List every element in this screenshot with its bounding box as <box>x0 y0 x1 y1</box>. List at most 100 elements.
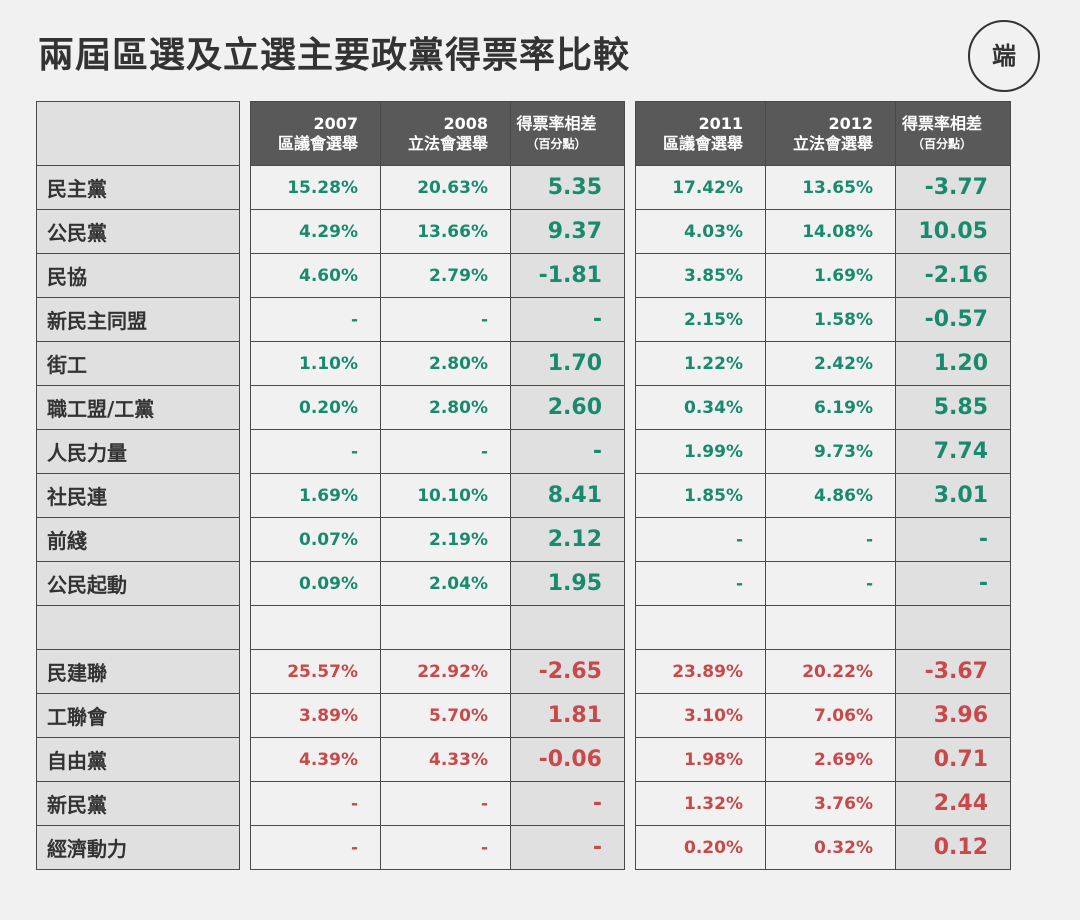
party-name: 前綫 <box>36 517 240 562</box>
table-row: 民協 4.60% 2.79% -1.81 3.85% 1.69% -2.16 <box>36 253 1011 298</box>
column-separator <box>239 385 251 430</box>
diff-cell: -3.67 <box>895 649 1011 694</box>
party-name: 街工 <box>36 341 240 386</box>
party-name: 公民起動 <box>36 561 240 606</box>
header-year: 2008 <box>443 113 488 133</box>
vote-share-cell: 2.19% <box>380 517 511 562</box>
diff-cell: 0.71 <box>895 737 1011 782</box>
diff-cell: 1.20 <box>895 341 1011 386</box>
column-separator <box>624 429 636 474</box>
table-row: 工聯會 3.89% 5.70% 1.81 3.10% 7.06% 3.96 <box>36 693 1011 738</box>
vote-share-cell: 1.10% <box>250 341 381 386</box>
column-separator <box>239 649 251 694</box>
header-label: 區議會選舉 <box>662 133 743 153</box>
column-separator <box>239 253 251 298</box>
logo: 端 <box>968 20 1040 92</box>
vote-share-cell: 4.29% <box>250 209 381 254</box>
diff-cell: - <box>895 517 1011 562</box>
diff-cell: 2.60 <box>510 385 625 430</box>
diff-cell: 3.96 <box>895 693 1011 738</box>
vote-share-cell: 0.32% <box>765 825 896 870</box>
header-year: 得票率相差 <box>516 113 597 133</box>
vote-share-cell: 2.79% <box>380 253 511 298</box>
diff-cell: - <box>895 561 1011 606</box>
column-separator <box>624 473 636 518</box>
table-row: 社民連 1.69% 10.10% 8.41 1.85% 4.86% 3.01 <box>36 473 1011 518</box>
vote-share-cell: - <box>250 825 381 870</box>
column-separator <box>624 101 636 166</box>
column-separator <box>624 341 636 386</box>
vote-share-cell: - <box>380 429 511 474</box>
vote-share-cell: 22.92% <box>380 649 511 694</box>
party-name: 社民連 <box>36 473 240 518</box>
diff-cell: 3.01 <box>895 473 1011 518</box>
table-row: 人民力量 - - -1.99% 9.73% 7.74 <box>36 429 1011 474</box>
column-separator <box>239 825 251 870</box>
column-separator <box>239 561 251 606</box>
vote-share-cell: 2.80% <box>380 385 511 430</box>
vote-share-cell: 4.33% <box>380 737 511 782</box>
vote-share-cell <box>765 605 896 650</box>
header-2011: 2011 區議會選舉 <box>635 101 766 166</box>
vote-share-cell: - <box>380 781 511 826</box>
vote-share-cell: 0.34% <box>635 385 766 430</box>
diff-cell: 7.74 <box>895 429 1011 474</box>
diff-cell: 1.95 <box>510 561 625 606</box>
page-title: 兩屆區選及立選主要政黨得票率比較 <box>38 35 631 76</box>
party-name: 人民力量 <box>36 429 240 474</box>
column-separator <box>624 737 636 782</box>
table-row: 民主黨 15.28% 20.63% 5.35 17.42% 13.65% -3.77 <box>36 165 1011 210</box>
vote-share-cell: - <box>250 297 381 342</box>
header-corner <box>36 101 240 166</box>
vote-share-cell: 4.03% <box>635 209 766 254</box>
table-row: 新民黨 - - -1.32% 3.76% 2.44 <box>36 781 1011 826</box>
column-separator <box>239 517 251 562</box>
vote-share-cell: 13.65% <box>765 165 896 210</box>
table-row: 經濟動力 - - -0.20% 0.32% 0.12 <box>36 825 1011 870</box>
vote-share-cell: 7.06% <box>765 693 896 738</box>
vote-share-cell <box>380 605 511 650</box>
table-row: 民建聯 25.57% 22.92% -2.65 23.89% 20.22% -3.67 <box>36 649 1011 694</box>
vote-share-cell: 1.32% <box>635 781 766 826</box>
vote-share-cell: 5.70% <box>380 693 511 738</box>
table-row: 公民黨 4.29% 13.66% 9.37 4.03% 14.08% 10.05 <box>36 209 1011 254</box>
column-separator <box>239 693 251 738</box>
vote-share-cell: 6.19% <box>765 385 896 430</box>
diff-cell: 0.12 <box>895 825 1011 870</box>
column-separator <box>239 781 251 826</box>
party-name: 自由黨 <box>36 737 240 782</box>
vote-share-cell: 3.10% <box>635 693 766 738</box>
vote-share-cell: 4.86% <box>765 473 896 518</box>
vote-share-cell: 20.63% <box>380 165 511 210</box>
header-2008: 2008 立法會選舉 <box>380 101 511 166</box>
party-name: 民協 <box>36 253 240 298</box>
vote-share-cell: 1.99% <box>635 429 766 474</box>
header-label: 立法會選舉 <box>407 133 488 153</box>
column-separator <box>624 253 636 298</box>
header-2012: 2012 立法會選舉 <box>765 101 896 166</box>
column-separator <box>239 429 251 474</box>
table-row-blank <box>36 605 1011 650</box>
header-label: 區議會選舉 <box>277 133 358 153</box>
vote-share-cell: 13.66% <box>380 209 511 254</box>
column-separator <box>239 209 251 254</box>
party-name: 經濟動力 <box>36 825 240 870</box>
vote-share-cell: 2.69% <box>765 737 896 782</box>
vote-share-cell: 0.07% <box>250 517 381 562</box>
header-year: 得票率相差 <box>901 113 982 133</box>
vote-share-cell <box>250 605 381 650</box>
table-row: 職工盟/工黨 0.20% 2.80% 2.60 0.34% 6.19% 5.85 <box>36 385 1011 430</box>
column-separator <box>239 737 251 782</box>
column-separator <box>624 561 636 606</box>
vote-share-cell: 0.09% <box>250 561 381 606</box>
diff-cell: - <box>510 429 625 474</box>
column-separator <box>624 385 636 430</box>
diff-cell: - <box>510 781 625 826</box>
vote-share-cell: 17.42% <box>635 165 766 210</box>
vote-share-cell: 3.76% <box>765 781 896 826</box>
header-label: （百分點） <box>911 136 972 151</box>
table-row: 街工 1.10% 2.80% 1.70 1.22% 2.42% 1.20 <box>36 341 1011 386</box>
diff-cell: -2.16 <box>895 253 1011 298</box>
vote-share-cell: 23.89% <box>635 649 766 694</box>
vote-share-cell: 4.60% <box>250 253 381 298</box>
